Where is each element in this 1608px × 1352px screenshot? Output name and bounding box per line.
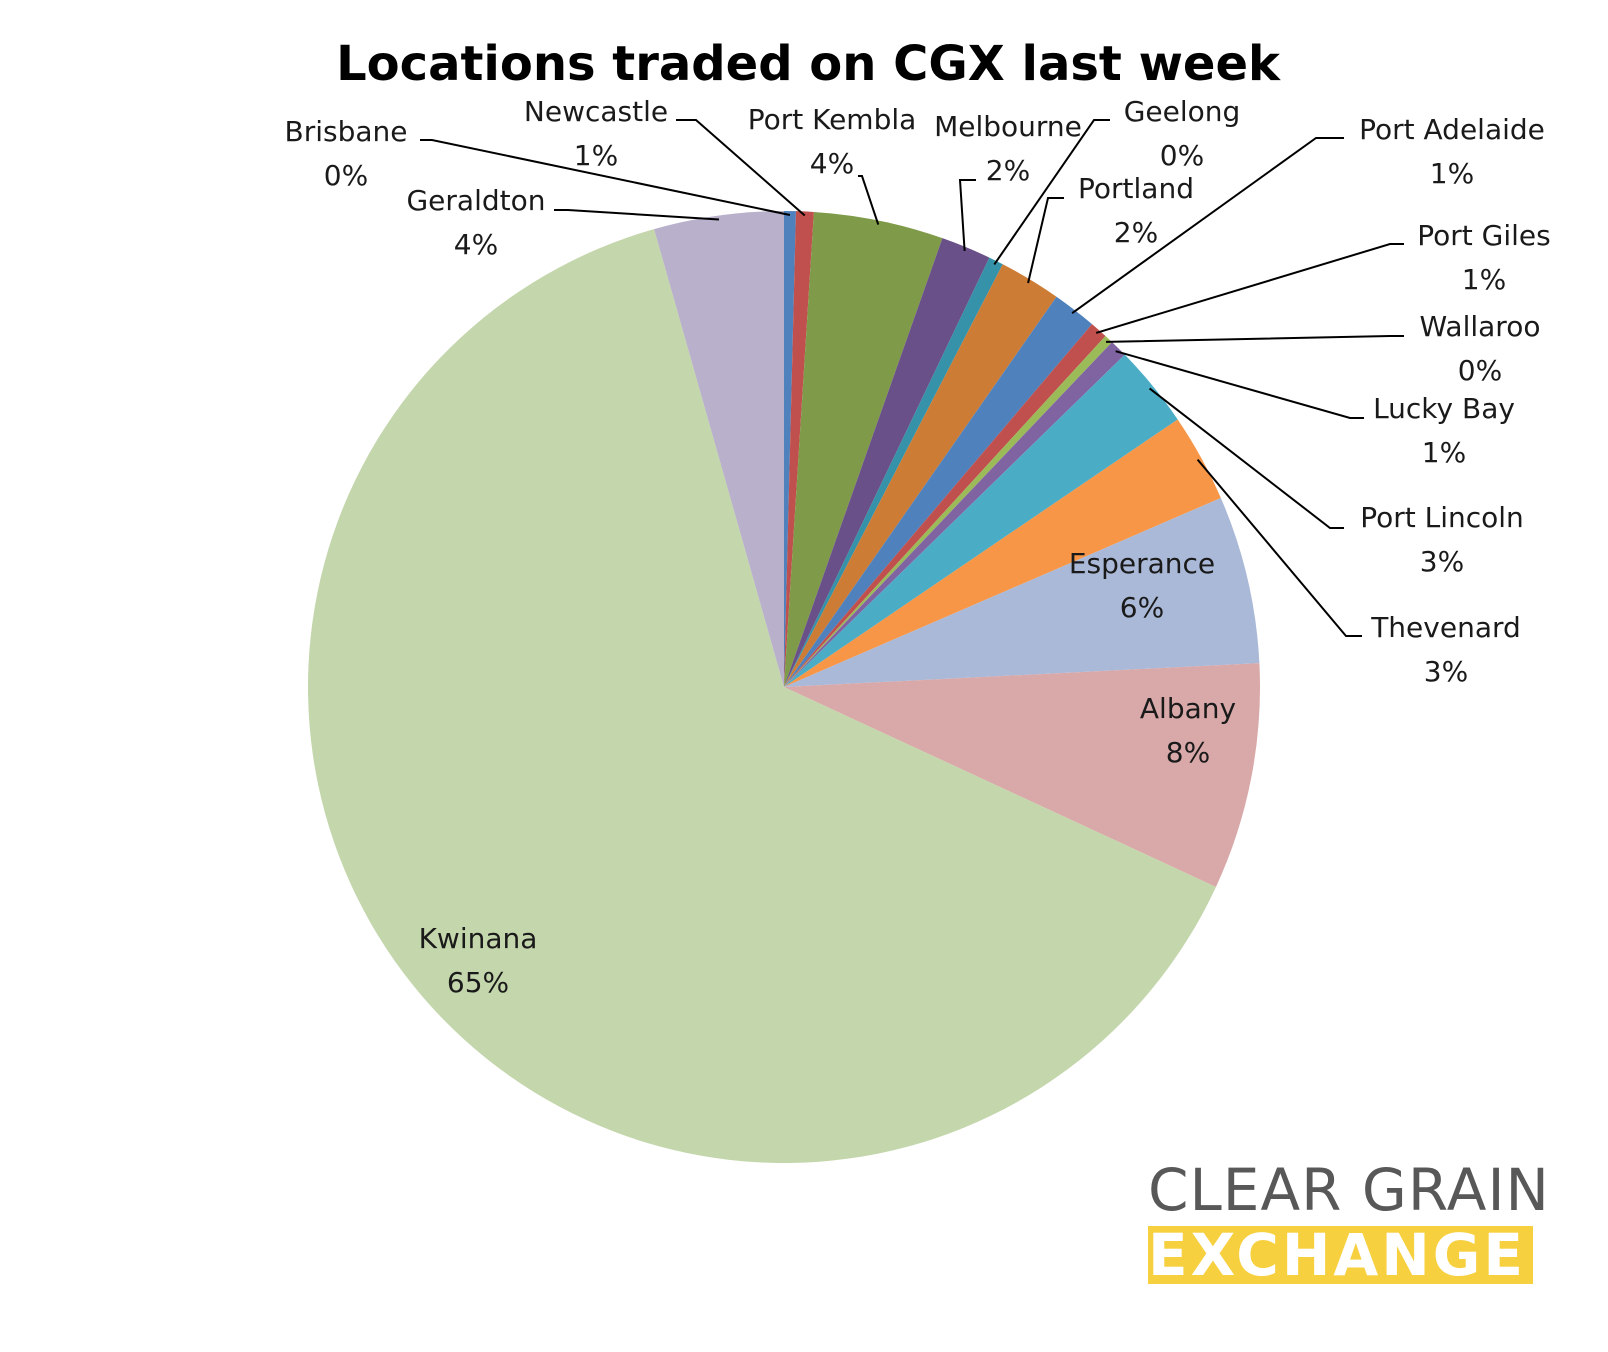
pie-slice-thevenard xyxy=(784,419,1221,687)
leader-line-lucky-bay xyxy=(1115,350,1364,419)
pie-slice-port-giles xyxy=(784,324,1106,687)
slice-label-geelong: Geelong xyxy=(1124,95,1241,128)
slice-label-lucky-bay: Lucky Bay xyxy=(1373,392,1515,425)
slice-label-thevenard: Thevenard xyxy=(1370,611,1521,644)
logo-line-2: EXCHANGE xyxy=(1148,1226,1527,1284)
slice-label-melbourne: Melbourne xyxy=(934,110,1082,143)
pie-slice-port-lincoln xyxy=(784,354,1178,687)
logo-line-1: CLEAR GRAIN xyxy=(1148,1156,1550,1224)
slice-percent-port-kembla: 4% xyxy=(810,147,854,180)
leader-line-wallaroo xyxy=(1106,335,1404,343)
slice-label-port-giles: Port Giles xyxy=(1417,219,1550,252)
pie-slice-geelong xyxy=(784,257,1003,687)
slice-percent-portland: 2% xyxy=(1114,216,1158,249)
slice-percent-wallaroo: 0% xyxy=(1458,354,1502,387)
slice-percent-melbourne: 2% xyxy=(986,154,1030,187)
slice-percent-albany: 8% xyxy=(1166,736,1210,769)
slice-label-brisbane: Brisbane xyxy=(285,115,408,148)
slice-label-kwinana: Kwinana xyxy=(419,922,538,955)
chart-title: Locations traded on CGX last week xyxy=(336,36,1281,92)
slice-label-geraldton: Geraldton xyxy=(406,184,545,217)
leader-line-port-giles xyxy=(1095,243,1404,334)
slice-percent-esperance: 6% xyxy=(1120,591,1164,624)
pie-slice-kwinana xyxy=(308,229,1216,1163)
slice-percent-thevenard: 3% xyxy=(1424,655,1468,688)
pie-slice-esperance xyxy=(784,497,1260,687)
leader-line-geraldton xyxy=(554,209,720,221)
slice-labels: Brisbane 0% Newcastle 1% Port Kembla 4% Melbou… xyxy=(285,95,1551,999)
leader-line-thevenard xyxy=(1196,458,1362,637)
slice-percent-kwinana: 65% xyxy=(447,966,509,999)
leader-line-melbourne xyxy=(958,179,976,251)
pie-slice-albany xyxy=(784,663,1260,887)
slice-percent-lucky-bay: 1% xyxy=(1422,436,1466,469)
slice-label-portland: Portland xyxy=(1078,172,1194,205)
pie-slice-newcastle xyxy=(784,211,814,687)
slice-label-port-lincoln: Port Lincoln xyxy=(1360,501,1524,534)
slice-percent-port-lincoln: 3% xyxy=(1420,545,1464,578)
pie-slice-wallaroo xyxy=(784,335,1113,687)
slice-percent-port-adelaide: 1% xyxy=(1430,157,1474,190)
leader-line-brisbane xyxy=(420,139,791,217)
slice-label-port-kembla: Port Kembla xyxy=(748,103,917,136)
slice-label-newcastle: Newcastle xyxy=(524,95,668,128)
slice-percent-geelong: 0% xyxy=(1160,139,1204,172)
leader-line-port-adelaide xyxy=(1071,137,1344,314)
leader-line-newcastle xyxy=(676,119,806,217)
leader-lines xyxy=(420,119,1404,637)
slice-label-albany: Albany xyxy=(1140,692,1236,725)
slice-label-wallaroo: Wallaroo xyxy=(1420,310,1541,343)
slice-percent-brisbane: 0% xyxy=(324,159,368,192)
slice-percent-port-giles: 1% xyxy=(1462,263,1506,296)
pie-slice-port-adelaide xyxy=(784,296,1092,687)
leader-line-geelong xyxy=(993,119,1110,266)
pie-slice-melbourne xyxy=(784,238,990,687)
slice-percent-newcastle: 1% xyxy=(574,139,618,172)
leader-line-portland xyxy=(1027,197,1064,284)
pie-slice-brisbane xyxy=(784,211,796,687)
pie-slice-geraldton xyxy=(654,211,784,687)
pie-slice-portland xyxy=(784,264,1057,687)
clear-grain-exchange-logo: CLEAR GRAIN EXCHANGE xyxy=(1148,1156,1550,1284)
pie-slice-lucky-bay xyxy=(784,342,1125,687)
slice-label-port-adelaide: Port Adelaide xyxy=(1359,113,1545,146)
leader-line-port-lincoln xyxy=(1148,387,1344,529)
pie-slice-port-kembla xyxy=(784,211,943,687)
slice-label-esperance: Esperance xyxy=(1069,547,1215,580)
leader-line-port-kembla xyxy=(858,175,880,225)
slice-percent-geraldton: 4% xyxy=(454,228,498,261)
logo-band: EXCHANGE xyxy=(1148,1226,1533,1284)
pie-slices xyxy=(308,211,1260,1163)
